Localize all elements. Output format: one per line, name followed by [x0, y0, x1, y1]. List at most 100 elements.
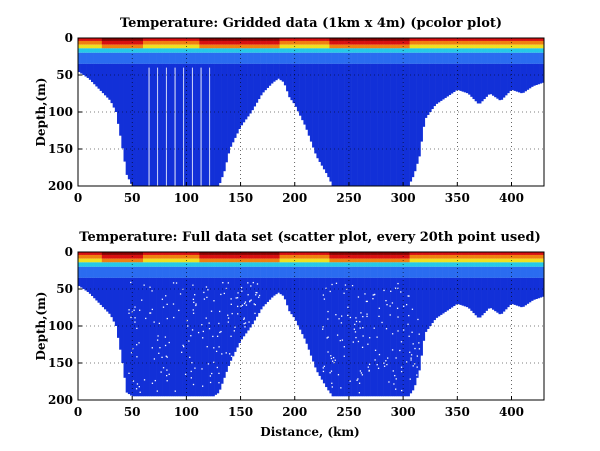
field-cell [344, 254, 348, 259]
field-cell [455, 258, 458, 263]
field-cell [130, 277, 133, 396]
field-cell [344, 40, 348, 45]
field-cell [411, 254, 415, 259]
field-cell [104, 258, 107, 263]
scatter-gap-point [212, 335, 214, 338]
field-cell [214, 40, 218, 45]
scatter-gap-point [353, 328, 356, 330]
field-cell [346, 252, 350, 255]
field-cell [325, 254, 328, 259]
field-cell [459, 40, 462, 45]
field-cell [333, 38, 337, 41]
field-cell [355, 262, 358, 267]
field-cell [403, 63, 406, 186]
field-cell [470, 38, 473, 41]
field-cell [418, 44, 421, 49]
field-cell [303, 63, 306, 125]
field-cell [320, 266, 324, 278]
field-cell [333, 277, 337, 397]
field-cell [78, 48, 81, 53]
scatter-gap-point [249, 300, 251, 302]
field-cell [227, 52, 231, 64]
scatter-gap-point [385, 328, 388, 330]
field-cell [424, 63, 428, 118]
field-cell [292, 38, 296, 41]
field-cell [125, 258, 129, 263]
field-cell [136, 254, 139, 259]
y-tick-label: 200 [48, 179, 73, 193]
field-cell [526, 252, 530, 255]
scatter-gap-point [225, 352, 227, 354]
field-cell [264, 52, 267, 64]
scatter-gap-point [355, 336, 357, 339]
field-cell [485, 52, 488, 64]
field-cell [171, 63, 174, 186]
data-gap-line [148, 67, 150, 186]
data-gap-line [200, 67, 202, 186]
scatter-gap-point [172, 282, 175, 284]
field-cell [357, 52, 361, 64]
field-cell [489, 262, 493, 267]
field-cell [535, 48, 538, 53]
field-cell [123, 262, 126, 267]
field-cell [433, 44, 436, 49]
field-cell [405, 254, 408, 259]
field-cell [498, 254, 501, 259]
field-cell [329, 38, 332, 41]
scatter-gap-point [230, 303, 232, 305]
scatter-gap-point [184, 373, 187, 375]
field-cell [318, 48, 322, 53]
field-cell [95, 52, 98, 64]
field-cell [531, 262, 534, 267]
scatter-gap-point [202, 330, 204, 333]
field-cell [225, 262, 228, 267]
field-cell [257, 266, 261, 278]
field-cell [500, 277, 504, 314]
field-cell [184, 252, 187, 255]
field-cell [452, 262, 456, 267]
field-cell [288, 40, 291, 45]
field-cell [335, 258, 339, 263]
field-cell [192, 252, 196, 255]
field-cell [91, 254, 94, 259]
field-cell [201, 262, 205, 267]
field-cell [318, 258, 322, 263]
field-cell [286, 38, 289, 41]
field-cell [292, 258, 296, 263]
field-cell [353, 40, 356, 45]
field-cell [359, 252, 363, 255]
field-cell [457, 254, 460, 259]
field-cell [411, 38, 415, 41]
field-cell [392, 252, 395, 255]
field-cell [476, 262, 480, 267]
field-cell [153, 258, 157, 263]
field-cell [91, 258, 94, 263]
field-cell [507, 266, 510, 278]
field-cell [309, 262, 313, 267]
field-cell [364, 63, 367, 186]
field-cell [201, 48, 205, 53]
field-cell [377, 63, 380, 186]
field-cell [478, 63, 482, 104]
field-cell [379, 40, 382, 45]
field-cell [426, 63, 430, 115]
field-cell [515, 266, 519, 278]
field-cell [290, 38, 293, 41]
field-cell [277, 258, 280, 263]
field-cell [125, 48, 129, 53]
scatter-gap-point [162, 306, 165, 308]
field-cell [465, 52, 469, 64]
field-cell [177, 40, 181, 45]
scatter-gap-point [322, 328, 324, 330]
field-cell [320, 38, 324, 41]
field-cell [465, 40, 469, 45]
field-cell [247, 44, 250, 49]
scatter-gap-point [159, 347, 161, 349]
field-cell [108, 277, 111, 314]
field-cell [424, 266, 428, 278]
field-cell [149, 277, 152, 397]
scatter-gap-point [195, 303, 197, 305]
scatter-gap-point [190, 335, 192, 337]
field-cell [288, 277, 291, 312]
field-cell [398, 252, 402, 255]
